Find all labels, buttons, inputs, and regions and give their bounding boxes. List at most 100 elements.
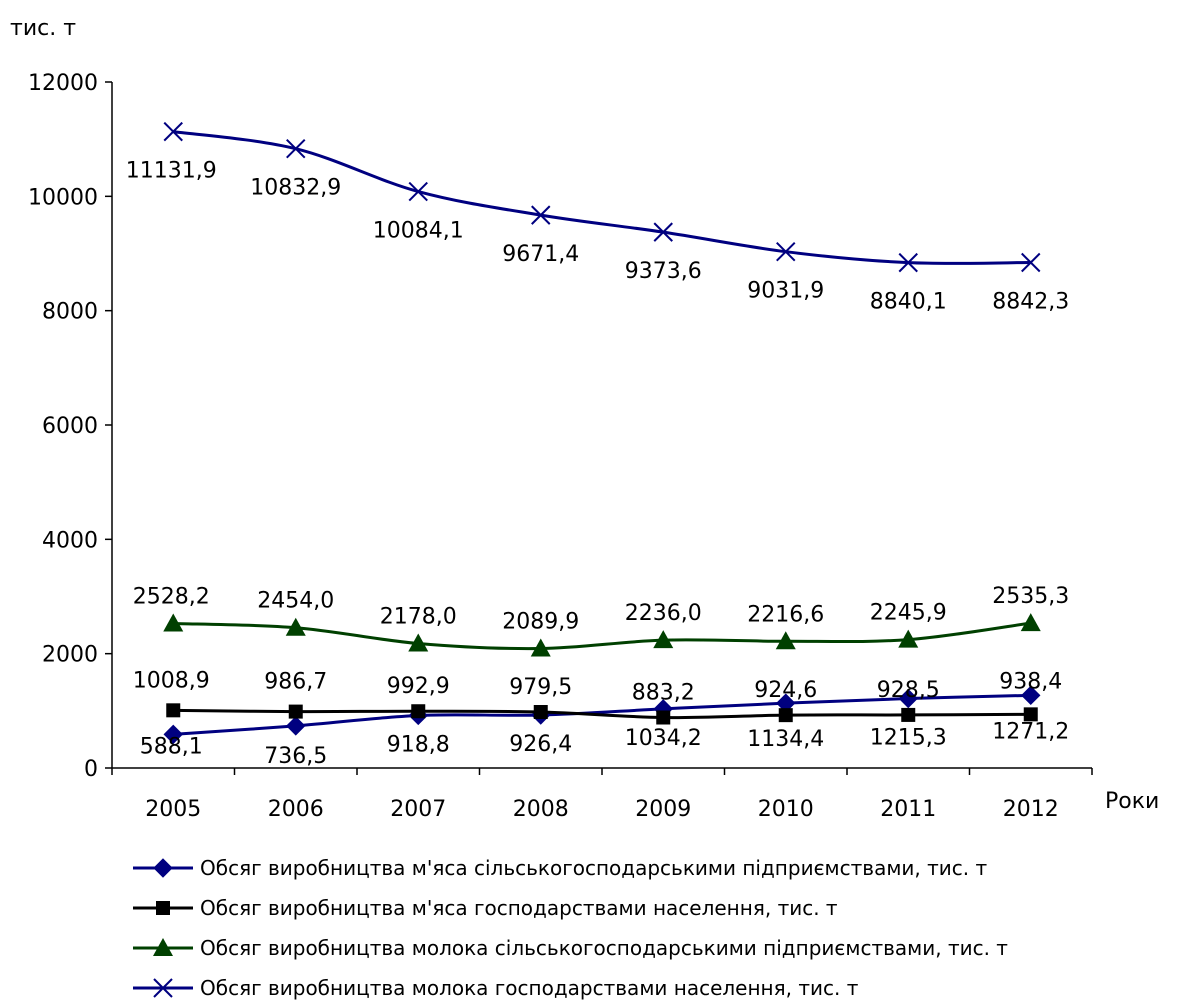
data-label: 736,5 (264, 744, 327, 769)
triangle-marker (898, 629, 919, 648)
data-label: 2089,9 (502, 610, 579, 635)
square-marker (901, 707, 916, 722)
legend-square-marker (156, 901, 170, 915)
x-tick-label: 2012 (1003, 797, 1059, 822)
data-label: 11131,9 (126, 159, 217, 184)
series-4 (163, 121, 1041, 273)
legend-item: Обсяг виробництва молока сільськогоспода… (133, 936, 1008, 960)
data-label: 2528,2 (133, 584, 210, 609)
x-tick-label: 2011 (880, 797, 936, 822)
data-label: 2245,9 (870, 601, 947, 626)
data-label: 2236,0 (625, 601, 702, 626)
y-tick-label: 0 (84, 757, 98, 782)
data-label: 918,8 (387, 732, 450, 757)
data-label: 938,4 (999, 669, 1062, 694)
x-marker (286, 139, 306, 159)
diamond-marker (163, 724, 183, 745)
legend-item: Обсяг виробництва м'яса сільськогосподар… (133, 856, 987, 880)
triangle-marker (163, 613, 184, 632)
data-label: 2535,3 (992, 584, 1069, 609)
square-marker (1023, 707, 1038, 722)
diamond-marker (286, 716, 306, 736)
legend-label: Обсяг виробництва молока сільськогоспода… (200, 936, 1008, 960)
square-marker (288, 704, 303, 719)
diamond-marker (898, 688, 918, 709)
diamond-marker (1021, 685, 1041, 706)
data-label: 1008,9 (133, 668, 210, 693)
data-label: 924,6 (754, 678, 817, 703)
data-label: 1215,3 (870, 726, 947, 751)
x-marker (163, 121, 183, 142)
triangle-marker (775, 631, 796, 650)
data-label: 979,5 (509, 675, 572, 700)
data-label: 2178,0 (380, 604, 457, 629)
square-marker (533, 705, 548, 720)
series-2 (166, 703, 1038, 725)
legend-x-marker (153, 978, 173, 998)
triangle-marker (408, 633, 429, 652)
series-line (173, 693, 1031, 736)
legend: Обсяг виробництва м'яса сільськогосподар… (133, 856, 1008, 1000)
axes: 0 2000 4000 6000 8000 10000 12000 2005 2006 2007 2… (28, 71, 1093, 822)
legend-diamond-marker (153, 858, 173, 878)
x-marker (776, 241, 796, 262)
series-line (173, 708, 1031, 720)
x-tick-label: 2005 (145, 797, 201, 822)
square-marker (778, 708, 793, 723)
data-label: 2216,6 (747, 602, 824, 627)
data-label: 928,5 (877, 678, 940, 703)
data-label: 926,4 (509, 732, 572, 757)
x-marker (531, 205, 551, 225)
square-marker (166, 703, 181, 718)
legend-label: Обсяг виробництва молока господарствами … (200, 976, 859, 1000)
triangle-marker (653, 630, 674, 649)
data-label: 9373,6 (625, 259, 702, 284)
data-labels: 588,1 736,5 918,8 926,4 1034,2 1134,4 1215,3 12… (126, 159, 1069, 769)
series-layer (163, 121, 1041, 745)
square-marker (656, 710, 671, 725)
data-label: 986,7 (264, 670, 327, 695)
data-label: 8840,1 (870, 290, 947, 315)
y-tick-label: 2000 (42, 643, 98, 668)
data-label: 1134,4 (747, 727, 824, 752)
x-tick-label: 2007 (390, 797, 446, 822)
triangle-marker (1020, 613, 1041, 632)
data-label: 1034,2 (625, 726, 702, 751)
y-axis-title: тис. т (10, 16, 76, 41)
x-marker (1021, 252, 1041, 273)
data-label: 2454,0 (257, 589, 334, 614)
legend-item: Обсяг виробництва молока господарствами … (133, 976, 859, 1000)
data-label: 9031,9 (747, 279, 824, 304)
legend-label: Обсяг виробництва м'яса господарствами н… (200, 896, 838, 920)
y-tick-label: 4000 (42, 528, 98, 553)
x-tick-label: 2006 (268, 797, 324, 822)
y-tick-label: 6000 (42, 414, 98, 439)
legend-triangle-marker (153, 938, 173, 956)
legend-item: Обсяг виробництва м'яса господарствами н… (133, 896, 838, 920)
x-marker (408, 181, 428, 202)
x-tick-label: 2010 (758, 797, 814, 822)
series-line (173, 130, 1031, 265)
x-marker (898, 252, 918, 273)
x-tick-label: 2009 (635, 797, 691, 822)
square-marker (411, 704, 426, 719)
triangle-marker (530, 638, 551, 657)
data-label: 8842,3 (992, 290, 1069, 315)
y-tick-label: 8000 (42, 300, 98, 325)
data-label: 9671,4 (502, 242, 579, 267)
legend-label: Обсяг виробництва м'яса сільськогосподар… (200, 856, 987, 880)
data-label: 10832,9 (250, 176, 341, 201)
x-marker (653, 222, 673, 242)
data-label: 883,2 (632, 681, 695, 706)
y-tick-label: 12000 (28, 71, 98, 96)
x-axis-title: Роки (1105, 789, 1159, 814)
series-line (173, 621, 1031, 651)
x-tick-label: 2008 (513, 797, 569, 822)
triangle-marker (285, 617, 306, 636)
data-label: 10084,1 (373, 219, 464, 244)
series-3 (163, 613, 1041, 657)
y-tick-label: 10000 (28, 185, 98, 210)
data-label: 588,1 (140, 734, 203, 759)
data-label: 992,9 (387, 674, 450, 699)
